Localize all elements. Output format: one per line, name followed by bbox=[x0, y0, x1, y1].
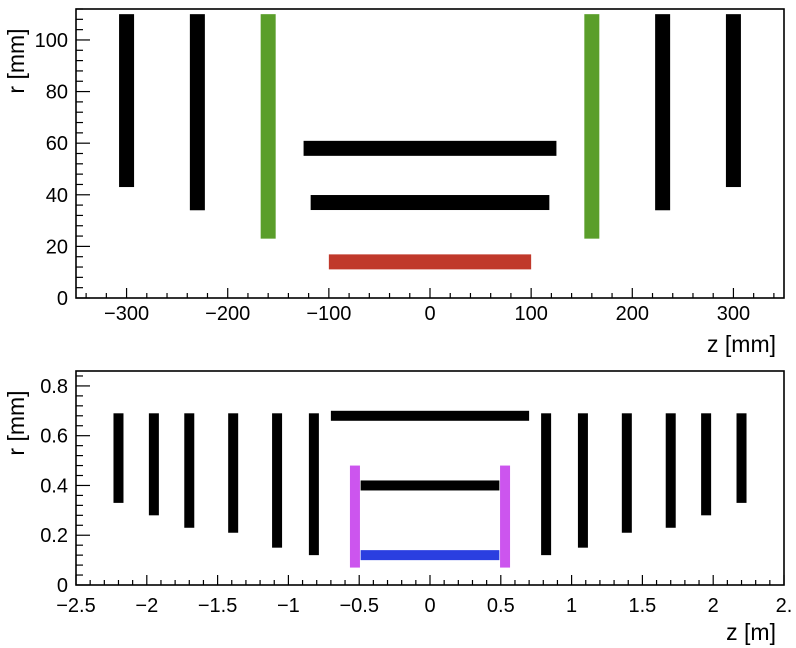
chart-2-x-tick-label: −1.5 bbox=[198, 595, 237, 617]
chart-2-y-tick-label: 0.4 bbox=[40, 475, 68, 497]
chart-2-y-tick-label: 0.8 bbox=[40, 376, 68, 398]
chart-2-x-tick-label: 1 bbox=[566, 595, 577, 617]
chart-2: −2.5 −2 −1.5 −1 −0.5 0 0.5 1 1.5 2 2. 0 0.2 0.4 0.6 0.8… bbox=[3, 370, 793, 645]
chart-2-series-1-segment-9 bbox=[621, 413, 632, 533]
chart-2-x-tick-label: 2 bbox=[708, 595, 719, 617]
chart-1-y-tick-label: 100 bbox=[35, 30, 68, 52]
chart-2-x-tick-label: 2. bbox=[776, 595, 793, 617]
chart-2-series-1-segment-10 bbox=[665, 413, 676, 528]
chart-1-x-tick-label: 300 bbox=[717, 303, 750, 325]
chart-2-series-1-segment-3 bbox=[184, 413, 195, 528]
chart-1-series-3-segment-1 bbox=[328, 254, 532, 270]
chart-2-y-tick-label: 0 bbox=[57, 575, 68, 597]
chart-2-x-tick-label: −0.5 bbox=[339, 595, 378, 617]
chart-1-series-1-segment-2 bbox=[189, 14, 205, 211]
chart-1-y-tick-label: 60 bbox=[46, 133, 68, 155]
chart-1-x-tick-label: 100 bbox=[514, 303, 547, 325]
chart-2-series-2-segment-2 bbox=[500, 465, 511, 568]
chart-1-series-2-segment-2 bbox=[584, 14, 600, 239]
chart-2-y-axis-title: r [mm] bbox=[3, 390, 29, 455]
chart-2-x-tick-label: −2 bbox=[135, 595, 158, 617]
chart-2-y-tick-label: 0.6 bbox=[40, 426, 68, 448]
chart-2-series-1-segment-14 bbox=[360, 480, 500, 491]
chart-2-x-axis-title: z [m] bbox=[726, 619, 776, 645]
chart-2-series-1-segment-8 bbox=[577, 413, 588, 548]
chart-1-series-1-segment-5 bbox=[303, 140, 557, 156]
chart-1-series-1-segment-6 bbox=[310, 195, 550, 211]
chart-1-series-1-segment-4 bbox=[725, 14, 741, 188]
chart-2-x-tick-label: −1 bbox=[277, 595, 300, 617]
chart-2-series-1-segment-6 bbox=[308, 413, 319, 556]
chart-1-x-tick-label: 200 bbox=[616, 303, 649, 325]
chart-2-series-1-segment-4 bbox=[228, 413, 239, 533]
chart-1-x-axis-title: z [mm] bbox=[707, 331, 776, 357]
chart-2-x-tick-label: 0 bbox=[424, 595, 435, 617]
chart-2-x-tick-label: 1.5 bbox=[628, 595, 656, 617]
chart-2-series-1-segment-7 bbox=[541, 413, 552, 556]
chart-2-series-1-segment-11 bbox=[701, 413, 712, 516]
chart-1-y-tick-label: 20 bbox=[46, 236, 68, 258]
chart-1-series-1-segment-3 bbox=[655, 14, 671, 211]
chart-1: −300 −200 −100 0 100 200 300 0 20 40 60 80 100 z [mm]… bbox=[3, 8, 785, 357]
chart-2-series-1-segment-5 bbox=[272, 413, 283, 548]
chart-1-series-2-segment-1 bbox=[260, 14, 276, 239]
chart-2-series-1-segment-13 bbox=[330, 410, 530, 421]
chart-2-series-1-segment-1 bbox=[113, 413, 124, 503]
chart-2-y-tick-label: 0.2 bbox=[40, 525, 68, 547]
chart-1-x-tick-label: −300 bbox=[104, 303, 149, 325]
chart-1-y-tick-label: 80 bbox=[46, 82, 68, 104]
chart-1-x-tick-label: −100 bbox=[306, 303, 351, 325]
chart-1-series-1-segment-1 bbox=[119, 14, 135, 188]
chart-2-x-tick-label: 0.5 bbox=[487, 595, 515, 617]
chart-1-y-tick-label: 40 bbox=[46, 185, 68, 207]
chart-2-series-2-segment-1 bbox=[349, 465, 360, 568]
chart-2-x-tick-label: −2.5 bbox=[56, 595, 95, 617]
chart-2-series-1-segment-12 bbox=[736, 413, 747, 503]
chart-2-series-1-segment-2 bbox=[148, 413, 159, 516]
chart-1-y-tick-label: 0 bbox=[57, 288, 68, 310]
chart-2-series-3-segment-1 bbox=[360, 550, 500, 561]
chart-1-y-axis-title: r [mm] bbox=[3, 28, 29, 93]
chart-1-x-tick-label: 0 bbox=[424, 303, 435, 325]
chart-1-x-tick-label: −200 bbox=[205, 303, 250, 325]
